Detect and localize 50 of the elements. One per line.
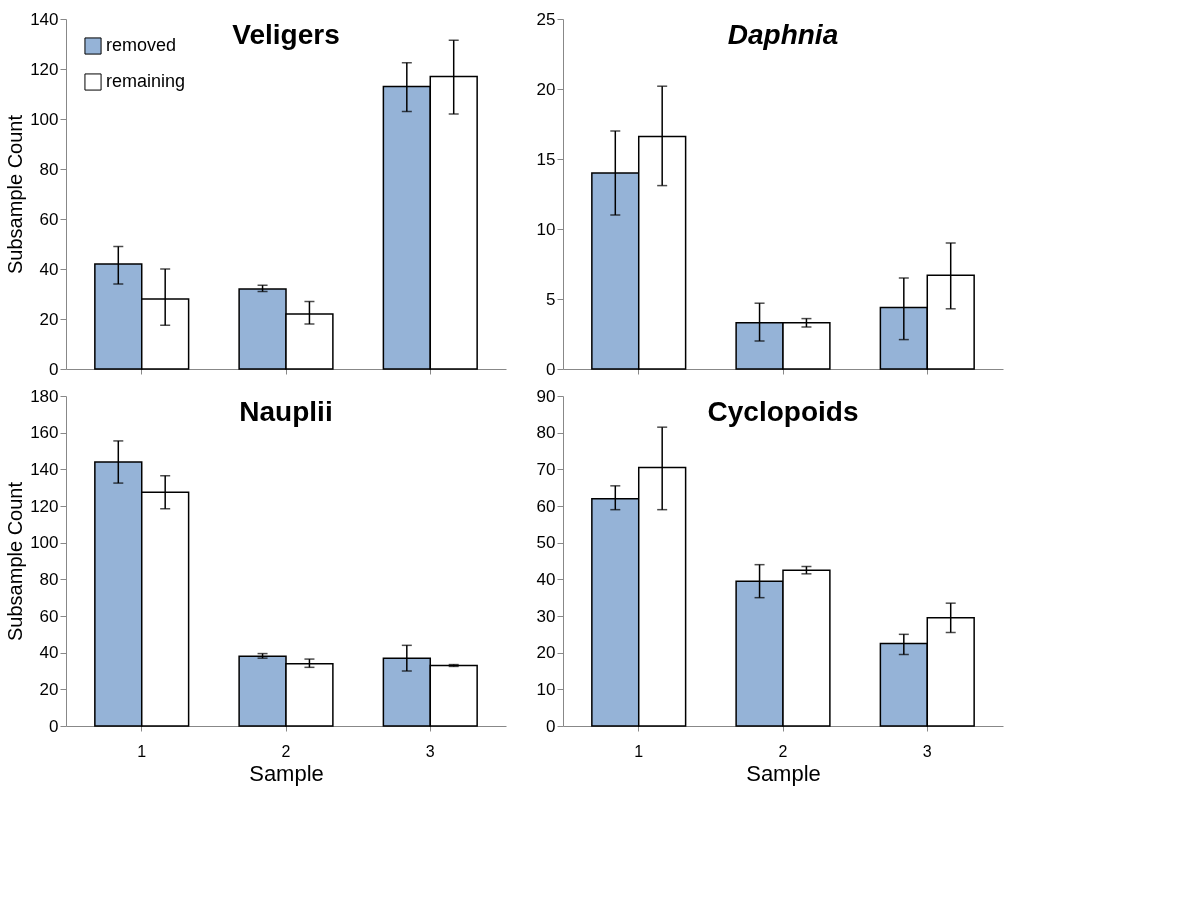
y-tick-label: 140 bbox=[30, 9, 59, 29]
y-tick-label: 10 bbox=[536, 219, 556, 239]
y-tick-label: 0 bbox=[49, 359, 59, 379]
y-tick-label: 20 bbox=[536, 643, 556, 663]
y-tick-label: 90 bbox=[536, 386, 556, 406]
y-tick-label: 40 bbox=[536, 569, 556, 589]
y-tick-label: 80 bbox=[536, 423, 556, 443]
chart-title: Nauplii bbox=[239, 396, 333, 427]
y-tick-label: 30 bbox=[536, 606, 556, 626]
y-tick-label: 20 bbox=[39, 309, 59, 329]
y-tick-label: 60 bbox=[536, 496, 556, 516]
y-tick-label: 160 bbox=[30, 423, 59, 443]
legend-label: remaining bbox=[106, 71, 186, 91]
chart-title: Cyclopoids bbox=[707, 396, 859, 427]
y-tick-label: 50 bbox=[536, 533, 556, 553]
y-tick-label: 60 bbox=[39, 606, 59, 626]
y-tick-label: 100 bbox=[30, 533, 59, 553]
x-tick-label: 2 bbox=[281, 742, 291, 760]
x-tick-label: 3 bbox=[425, 742, 435, 760]
y-tick-label: 25 bbox=[536, 9, 556, 29]
y-tick-label: 0 bbox=[546, 716, 556, 736]
y-tick-label: 80 bbox=[39, 159, 59, 179]
y-tick-label: 60 bbox=[39, 209, 59, 229]
y-tick-label: 20 bbox=[39, 679, 59, 699]
y-tick-label: 40 bbox=[39, 643, 59, 663]
y-tick-label: 0 bbox=[546, 359, 556, 379]
y-axis-title: Subsample Count bbox=[4, 114, 27, 274]
x-tick-label: 2 bbox=[778, 742, 788, 760]
y-tick-label: 120 bbox=[30, 496, 59, 516]
y-tick-label: 100 bbox=[30, 109, 59, 129]
y-tick-label: 80 bbox=[39, 569, 59, 589]
x-tick-label: 1 bbox=[137, 742, 147, 760]
y-tick-label: 70 bbox=[536, 459, 556, 479]
y-tick-label: 10 bbox=[536, 679, 556, 699]
x-tick-label: 1 bbox=[634, 742, 644, 760]
y-tick-label: 15 bbox=[536, 149, 556, 169]
y-tick-label: 40 bbox=[39, 259, 59, 279]
chart-title: Daphnia bbox=[727, 19, 839, 50]
x-axis-title: Sample bbox=[249, 760, 324, 786]
y-tick-label: 120 bbox=[30, 59, 59, 79]
y-axis-title: Subsample Count bbox=[4, 481, 27, 641]
y-tick-label: 180 bbox=[30, 386, 59, 406]
x-tick-label: 3 bbox=[922, 742, 932, 760]
y-tick-label: 0 bbox=[49, 716, 59, 736]
y-tick-label: 5 bbox=[546, 289, 556, 309]
x-axis-title: Sample bbox=[746, 760, 821, 786]
legend-label: removed bbox=[106, 35, 177, 55]
y-tick-label: 20 bbox=[536, 79, 556, 99]
y-tick-label: 140 bbox=[30, 459, 59, 479]
chart-title: Veligers bbox=[232, 19, 340, 50]
